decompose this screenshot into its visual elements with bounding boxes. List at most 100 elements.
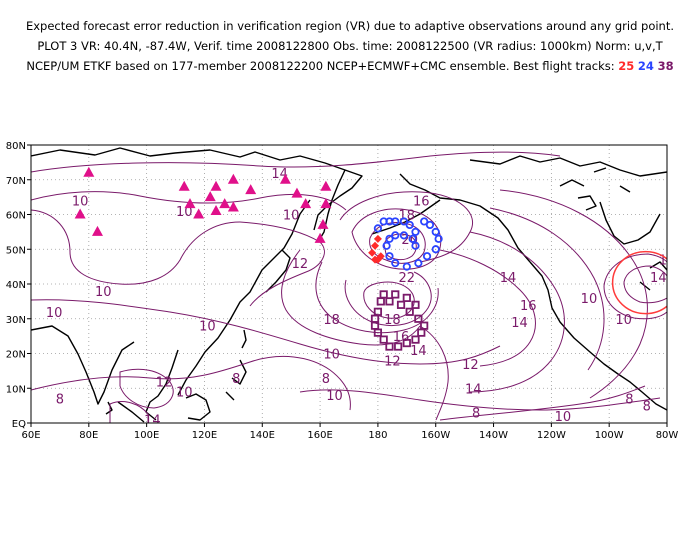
contour-label: 16 [520, 299, 537, 314]
contour-label: 10 [283, 209, 300, 224]
contour-label: 10 [46, 306, 63, 321]
track-24-point [391, 259, 400, 268]
flight-track-38 [370, 290, 429, 351]
contour-12-japan [239, 221, 325, 307]
track-24-point [391, 217, 400, 226]
contour-10-pacific [31, 299, 501, 365]
contour-12-east [489, 207, 605, 371]
raob-site-marker [184, 198, 196, 209]
contour-label: 12 [292, 257, 309, 272]
lon-tick-label: 120W [537, 430, 566, 441]
lon-tick-label: 160W [421, 430, 450, 441]
raob-site-marker [219, 198, 231, 209]
contour-10-east [499, 189, 648, 399]
contour-label: 8 [322, 372, 330, 387]
contour-label: 14 [650, 271, 667, 286]
verification-region-circle [611, 250, 667, 315]
flight-track-25 [368, 234, 385, 264]
contour-16-mid [344, 271, 432, 326]
raob-site-marker [91, 225, 103, 236]
flight-track-24 [373, 217, 443, 271]
contour-12-pacific [419, 325, 449, 421]
contour-18-outer [351, 208, 442, 270]
raob-site-marker [193, 208, 205, 219]
contour-label: 18 [399, 209, 416, 224]
track-38-point [373, 328, 383, 337]
track-38-point [405, 307, 414, 316]
contour-label: 14 [410, 344, 427, 359]
track-38-point [379, 335, 388, 344]
lon-tick-label: 60E [21, 430, 40, 441]
contour-label: 8 [56, 393, 64, 408]
header-line-3-text: NCEP/UM ETKF based on 177-member 2008122… [26, 59, 615, 73]
coast-sumatra [117, 401, 145, 423]
contour-label: 10 [326, 389, 343, 404]
raob-site-marker [300, 198, 312, 209]
track-24-point [431, 245, 440, 254]
lat-tick-label: 50N [6, 245, 26, 256]
raob-site-marker [227, 201, 239, 212]
lat-tick-label: 80N [6, 141, 26, 152]
lon-tick-label: 100W [595, 430, 624, 441]
contour-label: 10 [72, 195, 89, 210]
contour-10-south [299, 389, 661, 411]
header-line-2: PLOT 3 VR: 40.4N, -87.4W, Verif. time 20… [37, 39, 663, 53]
track-38-label: 38 [657, 59, 674, 73]
track-24-point [422, 252, 432, 261]
lon-tick-label: 80W [656, 430, 679, 441]
contour-label: 10 [555, 410, 572, 425]
track-24-point [420, 217, 429, 226]
raob-site-marker [178, 180, 190, 191]
raob-site-marker [291, 187, 303, 198]
contour-label: 12 [156, 375, 173, 390]
raob-site-marker [320, 198, 332, 209]
raob-site-marker [210, 180, 222, 191]
lon-tick-label: 100E [134, 430, 159, 441]
track-38-point [402, 338, 411, 348]
contour-label: 14 [511, 316, 528, 331]
coast-india [31, 325, 135, 405]
track-38-point [396, 300, 406, 309]
coast-arctic-canada [469, 155, 667, 177]
lon-tick-label: 140W [479, 430, 508, 441]
contour-label: 14 [500, 271, 517, 286]
track-25-point [373, 234, 382, 243]
contour-label: 12 [462, 358, 479, 373]
track-24-label: 24 [637, 59, 654, 73]
track-25-point [376, 252, 385, 261]
lon-tick-label: 140E [250, 430, 275, 441]
contour-12-mid [281, 249, 421, 346]
coast-aleutians [371, 199, 441, 235]
coastlines [31, 147, 667, 423]
raob-site-marker [83, 166, 95, 177]
contour-label: 12 [659, 254, 676, 269]
contour-label: 18 [384, 313, 401, 328]
raob-site-marker [314, 232, 326, 243]
contour-label: 14 [465, 382, 482, 397]
raob-site-marker [245, 184, 257, 195]
longitude-tick-labels: 60E 80E 100E 120E 140E 160E 180 160W 140W 120W 100… [21, 423, 678, 441]
contour-18-mid [363, 281, 415, 319]
contour-label: 8 [472, 407, 480, 422]
lon-tick-label: 120E [192, 430, 217, 441]
contour-label: 10 [581, 292, 598, 307]
raob-sites [74, 166, 332, 243]
track-24-point [399, 217, 409, 226]
coast-asia-east [177, 199, 311, 396]
track-24-point [431, 227, 440, 236]
contour-vr-inner [623, 265, 667, 304]
track-25-point [371, 241, 380, 250]
track-38-point [414, 314, 423, 323]
track-24-point [391, 231, 400, 240]
raob-site-marker [317, 218, 329, 229]
contour-label: 10 [199, 320, 216, 335]
track-38-point [402, 293, 411, 303]
raob-site-marker [74, 208, 86, 219]
raob-site-marker [204, 191, 216, 202]
track-24-point [373, 224, 383, 233]
contour-12-south [119, 368, 174, 409]
contour-16-alaska [339, 191, 473, 263]
track-38-point [394, 342, 403, 351]
